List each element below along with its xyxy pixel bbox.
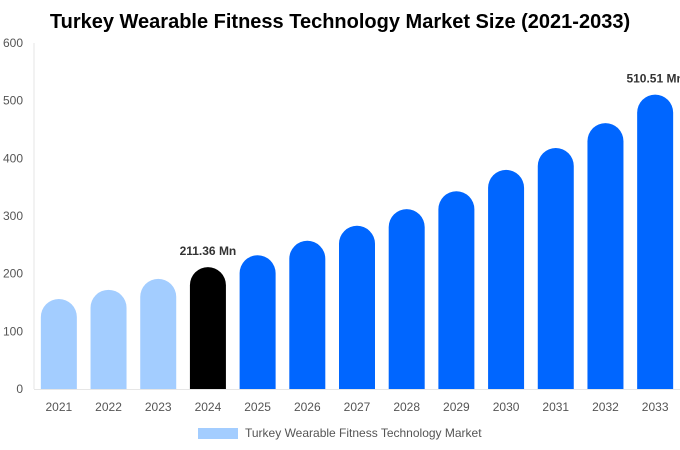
- x-tick-label: 2028: [393, 400, 420, 414]
- legend-label: Turkey Wearable Fitness Technology Marke…: [245, 426, 482, 440]
- x-tick-label: 2023: [145, 400, 172, 414]
- y-tick-label: 0: [16, 382, 23, 396]
- x-tick-label: 2026: [294, 400, 321, 414]
- x-tick-label: 2027: [344, 400, 371, 414]
- legend[interactable]: Turkey Wearable Fitness Technology Marke…: [198, 426, 482, 440]
- bar-2033[interactable]: [637, 94, 674, 390]
- y-tick-label: 500: [3, 94, 23, 108]
- bar-2029[interactable]: [438, 191, 475, 389]
- y-tick-label: 400: [3, 151, 23, 165]
- bar-2025[interactable]: [239, 255, 276, 389]
- x-tick-label: 2021: [45, 400, 72, 414]
- x-tick-label: 2024: [195, 400, 222, 414]
- y-tick-label: 600: [3, 36, 23, 50]
- x-tick-label: 2032: [592, 400, 619, 414]
- bar-2021[interactable]: [40, 299, 77, 389]
- y-tick-label: 100: [3, 324, 23, 338]
- x-tick-label: 2033: [642, 400, 669, 414]
- x-tick-label: 2022: [95, 400, 122, 414]
- bar-2026[interactable]: [289, 240, 326, 389]
- y-tick-label: 300: [3, 209, 23, 223]
- bar-2030[interactable]: [488, 169, 525, 389]
- bar-2031[interactable]: [537, 147, 574, 389]
- x-tick-label: 2025: [244, 400, 271, 414]
- data-label-2033: 510.51 Mn: [626, 72, 680, 86]
- bar-2032[interactable]: [587, 123, 624, 389]
- bar-2023[interactable]: [140, 278, 177, 389]
- y-tick-label: 200: [3, 267, 23, 281]
- x-tick-label: 2029: [443, 400, 470, 414]
- bar-2027[interactable]: [339, 225, 375, 389]
- bar-2022[interactable]: [90, 289, 127, 389]
- bar-2024[interactable]: [189, 267, 226, 389]
- x-tick-label: 2030: [493, 400, 520, 414]
- bar-2028[interactable]: [388, 209, 425, 389]
- data-label-2024: 211.36 Mn: [180, 244, 237, 258]
- x-tick-label: 2031: [542, 400, 569, 414]
- legend-swatch: [198, 428, 238, 439]
- chart-title: Turkey Wearable Fitness Technology Marke…: [50, 11, 630, 33]
